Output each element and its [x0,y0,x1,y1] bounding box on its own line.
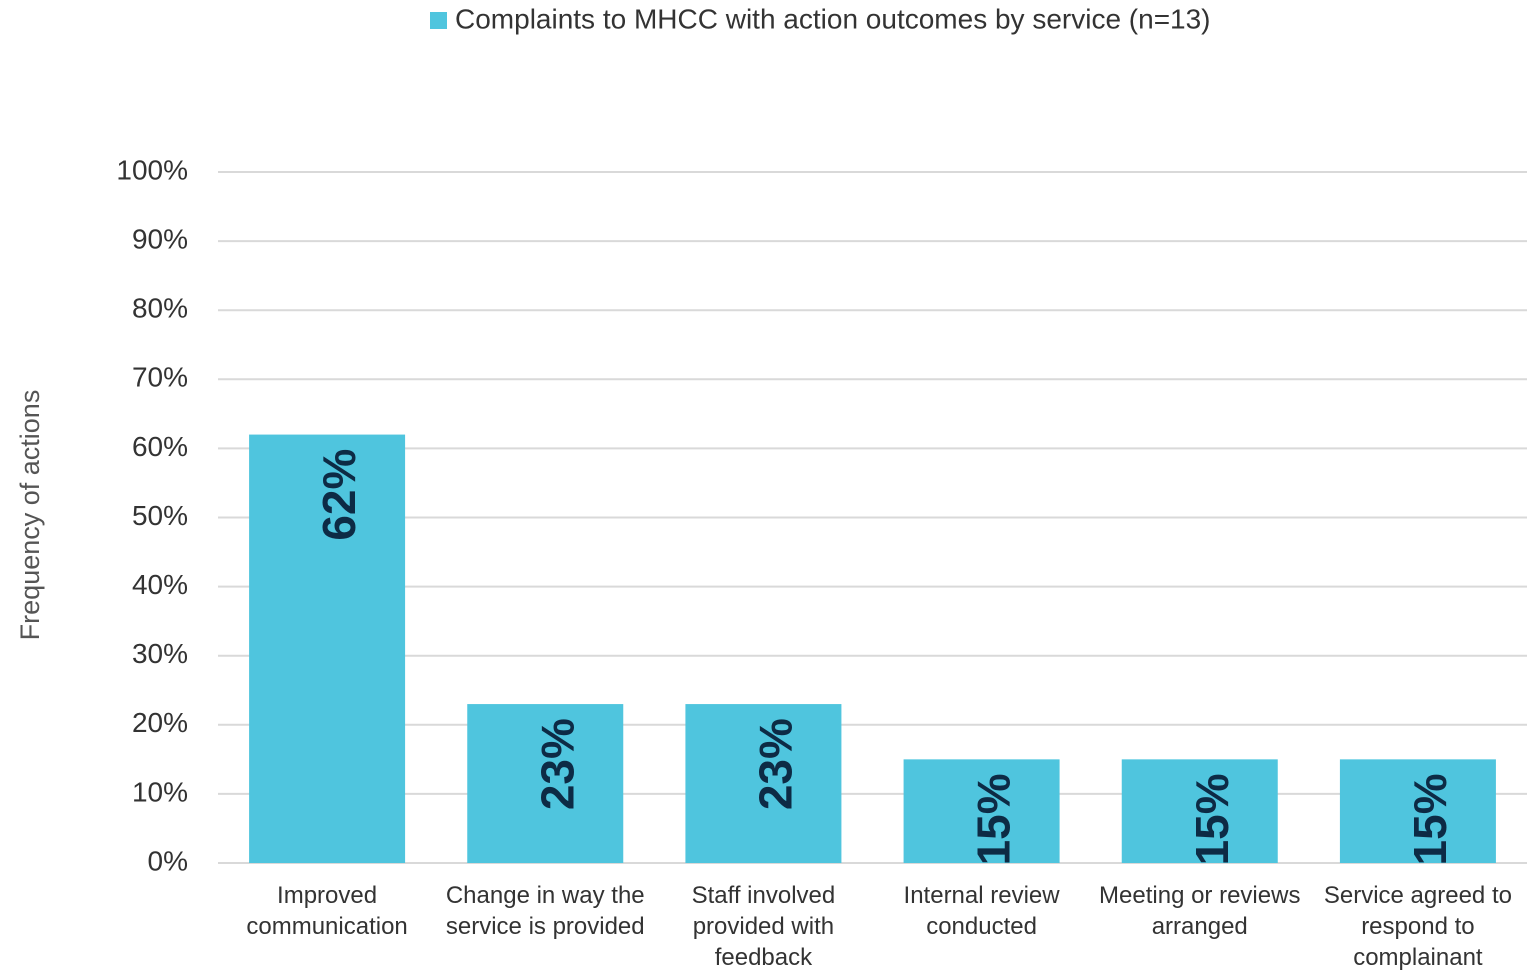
y-tick-label: 50% [132,500,188,531]
data-label: 23% [750,718,802,810]
x-tick-label: Staff involved provided with feedback [691,882,836,970]
y-tick-label: 30% [132,638,188,669]
x-tick-label: Improved communication [246,882,408,940]
y-tick-label: 100% [116,154,188,185]
legend-label: Complaints to MHCC with action outcomes … [455,3,1211,34]
x-tick-label: Internal review conducted [903,882,1060,940]
legend-swatch [430,12,447,29]
y-tick-label: 10% [132,776,188,807]
bar [1339,759,1496,863]
x-tick-label: Service agreed to respond to complainant [1323,882,1512,970]
y-tick-label: 70% [132,362,188,393]
bar [1121,759,1278,863]
x-tick-label: Change in way the service is provided [445,882,645,940]
y-tick-label: 20% [132,707,188,738]
data-label: 23% [531,718,583,810]
data-label: 15% [968,773,1020,865]
bar [685,704,842,863]
bar [903,759,1060,863]
y-tick-label: 60% [132,431,188,462]
bar [467,704,624,863]
bar [249,434,406,863]
data-label: 62% [313,449,365,541]
data-label: 15% [1404,773,1456,865]
y-tick-label: 0% [148,845,188,876]
y-axis-label: Frequency of actions [15,390,45,641]
x-tick-label: Meeting or reviews arranged [1099,882,1301,940]
data-label: 15% [1186,773,1238,865]
y-tick-label: 80% [132,293,188,324]
y-tick-label: 90% [132,223,188,254]
y-tick-label: 40% [132,569,188,600]
